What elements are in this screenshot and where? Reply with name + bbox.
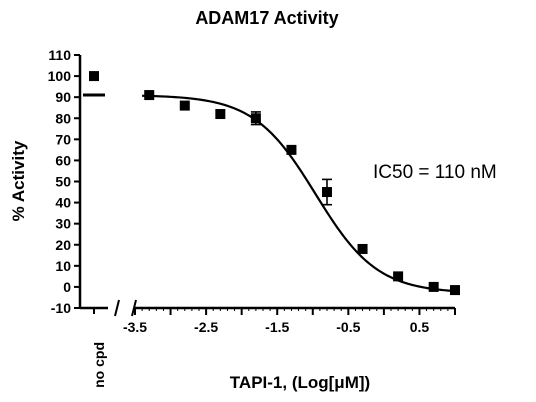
- y-tick-label: 110: [48, 47, 71, 63]
- y-tick-label: 30: [55, 216, 71, 232]
- x-tick-label: -3.5: [123, 319, 147, 335]
- data-point: [179, 100, 190, 111]
- control-label: no cpd: [91, 342, 107, 388]
- chart-title: ADAM17 Activity: [195, 8, 338, 28]
- y-tick-label: 100: [48, 68, 72, 84]
- control-point: [89, 71, 99, 82]
- y-tick-label: 60: [55, 152, 71, 168]
- data-point: [357, 243, 368, 254]
- data-point: [393, 271, 404, 282]
- axis-break-mark: [114, 299, 120, 317]
- y-tick-label: 40: [55, 195, 71, 211]
- control-group: [83, 71, 105, 97]
- data-point: [215, 109, 226, 120]
- data-point: [144, 90, 155, 101]
- x-tick-label: -1.5: [265, 319, 289, 335]
- data-point: [428, 281, 439, 292]
- y-tick-label: -10: [51, 300, 71, 316]
- x-axis: -3.5 -2.5 -1.5 -0.5 0.5: [80, 299, 456, 335]
- ic50-annotation: IC50 = 110 nM: [373, 162, 497, 183]
- data-point: [450, 285, 460, 296]
- y-tick-label: 20: [55, 237, 71, 253]
- data-points: [144, 90, 460, 296]
- x-tick-label: -0.5: [336, 319, 360, 335]
- y-tick-label: 80: [55, 110, 71, 126]
- y-tick-label: 0: [63, 279, 71, 295]
- fit-curve: [142, 94, 456, 293]
- x-axis-title: TAPI-1, (Log[μM]): [230, 373, 370, 392]
- data-point: [286, 144, 297, 155]
- fit-group: [142, 94, 456, 293]
- data-point: [250, 113, 261, 124]
- y-tick-label: 70: [55, 131, 71, 147]
- y-tick-label: 10: [55, 258, 71, 274]
- x-tick-label: -2.5: [194, 319, 218, 335]
- data-point: [322, 187, 332, 198]
- y-axis: -10 0 10 20 30 40 50 60 70 80 90 100 110: [48, 47, 82, 316]
- x-tick-label: 0.5: [410, 319, 430, 335]
- y-axis-title: % Activity: [9, 140, 28, 221]
- y-tick-label: 50: [55, 174, 71, 190]
- y-tick-label: 90: [55, 89, 71, 105]
